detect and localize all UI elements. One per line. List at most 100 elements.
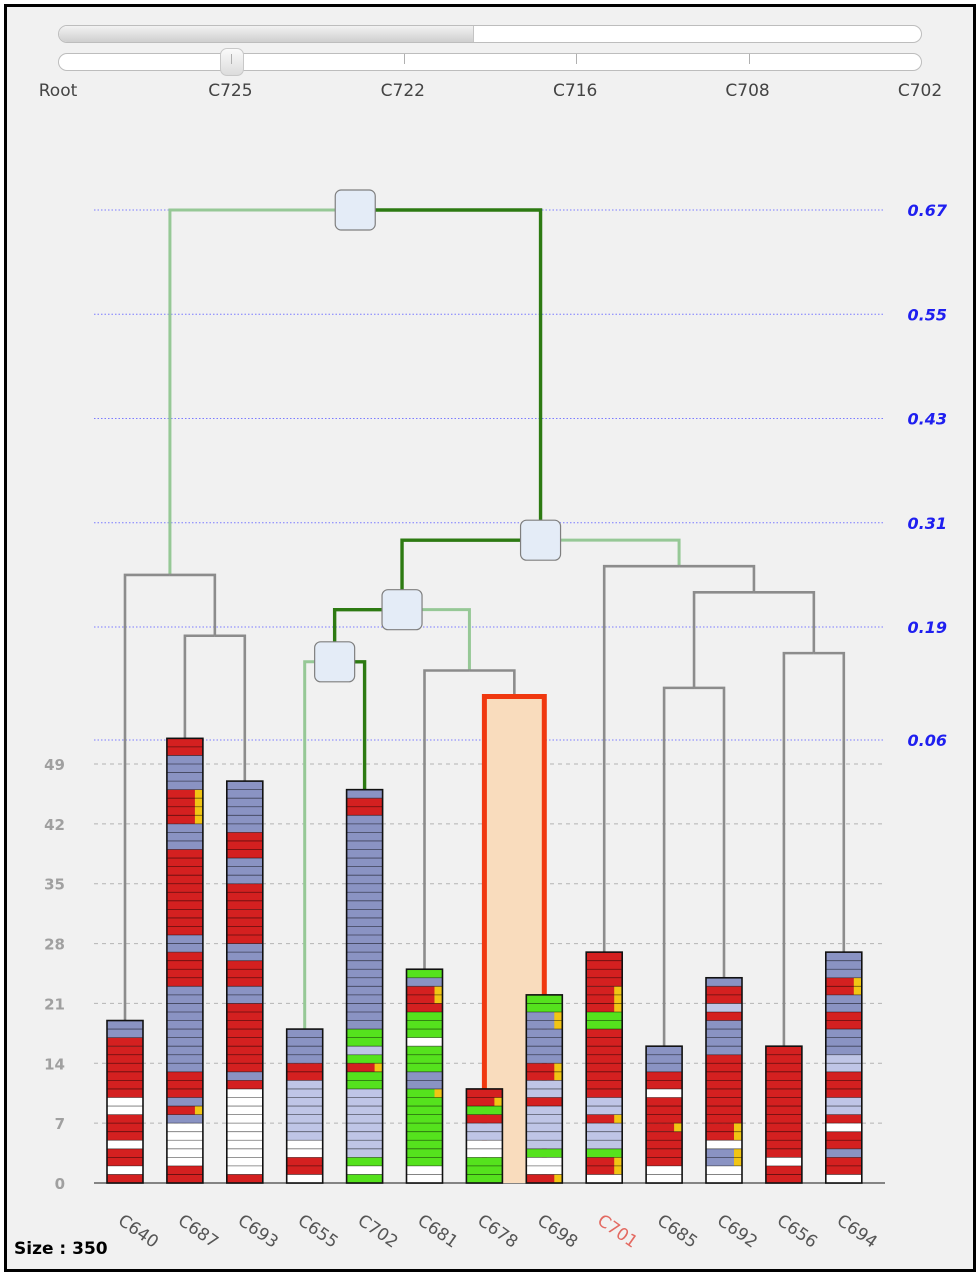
cluster-band bbox=[166, 1097, 203, 1107]
cluster-band bbox=[825, 1029, 862, 1055]
cluster-band bbox=[406, 977, 443, 987]
cluster-band-flag bbox=[434, 1088, 443, 1098]
cluster-bar-c640 bbox=[106, 1019, 144, 1184]
cluster-bar-c681 bbox=[405, 968, 444, 1184]
cluster-label-c685: C685 bbox=[653, 1211, 701, 1253]
cluster-band bbox=[526, 1148, 563, 1158]
slider-label-c722[interactable]: C722 bbox=[380, 81, 425, 101]
cluster-band bbox=[466, 1114, 503, 1124]
cluster-bar-c685 bbox=[645, 1045, 683, 1184]
cluster-label-c681: C681 bbox=[414, 1211, 462, 1253]
cluster-band bbox=[406, 1088, 443, 1098]
merge-node-c725 bbox=[334, 189, 376, 231]
cluster-band bbox=[346, 789, 383, 799]
dendrogram-branch bbox=[214, 634, 247, 782]
cluster-bar-c655 bbox=[285, 1028, 324, 1184]
node-layer bbox=[314, 189, 562, 683]
cluster-bar-outline bbox=[166, 737, 204, 1184]
cluster-band bbox=[526, 1097, 563, 1107]
level-slider-thumb[interactable] bbox=[220, 48, 245, 76]
cluster-band bbox=[166, 1114, 203, 1124]
dendrogram-branch bbox=[694, 686, 726, 978]
cluster-label-c656: C656 bbox=[773, 1211, 821, 1253]
slider-label-c708[interactable]: C708 bbox=[725, 81, 770, 101]
cluster-band bbox=[226, 960, 263, 987]
cluster-band-flag bbox=[614, 986, 623, 1012]
merge-node-c708 bbox=[314, 641, 356, 683]
cluster-band bbox=[166, 1071, 203, 1098]
cluster-bar-c698 bbox=[525, 994, 564, 1184]
cluster-band-flag bbox=[194, 1106, 203, 1115]
cluster-band bbox=[646, 1097, 683, 1124]
dendrogram-branch bbox=[692, 590, 754, 688]
cluster-label-c640: C640 bbox=[114, 1211, 162, 1253]
cluster-band bbox=[825, 1071, 862, 1098]
cluster-band bbox=[226, 883, 263, 910]
cluster-band bbox=[226, 832, 263, 859]
dendrogram-branch bbox=[540, 538, 681, 567]
cluster-band bbox=[346, 815, 383, 1030]
cluster-bar-c693 bbox=[226, 780, 264, 1184]
cluster-label-c693: C693 bbox=[234, 1211, 282, 1253]
cluster-band bbox=[825, 1123, 862, 1132]
cluster-band bbox=[286, 1080, 323, 1141]
similarity-tick-label: 0.43 bbox=[908, 410, 947, 429]
dendrogram-branch bbox=[355, 208, 543, 541]
cluster-band bbox=[646, 1123, 683, 1132]
cluster-band bbox=[406, 1003, 443, 1012]
cluster-bar-outline bbox=[106, 1019, 144, 1184]
cluster-band bbox=[526, 1174, 563, 1183]
level-slider[interactable] bbox=[58, 48, 922, 76]
dendrogram-branch bbox=[782, 651, 814, 1047]
cluster-bar-c692 bbox=[705, 976, 743, 1184]
cluster-band bbox=[825, 1174, 862, 1183]
dendrogram-branch bbox=[402, 608, 471, 671]
cluster-bar-outline bbox=[765, 1045, 803, 1184]
slider-label-c716[interactable]: C716 bbox=[553, 81, 598, 101]
cluster-label-c694: C694 bbox=[833, 1211, 881, 1253]
cluster-band bbox=[346, 1063, 383, 1072]
cluster-bar-c702 bbox=[345, 788, 384, 1184]
dendrogram-window: Root C725 C722 C716 C708 C702 0.67 0.55 0.43 0.3… bbox=[4, 4, 976, 1272]
cluster-band bbox=[706, 1011, 742, 1021]
cluster-bar-c687 bbox=[166, 737, 204, 1184]
cluster-band bbox=[765, 1157, 802, 1166]
cluster-band bbox=[346, 1046, 383, 1055]
dendrogram-branch bbox=[183, 634, 215, 739]
cluster-band bbox=[466, 1097, 503, 1107]
count-tick-label: 14 bbox=[44, 1055, 65, 1073]
similarity-tick-label: 0.19 bbox=[908, 618, 947, 637]
cluster-bar-c678 bbox=[465, 1088, 504, 1184]
cluster-band bbox=[825, 1148, 862, 1158]
cluster-band bbox=[226, 858, 263, 884]
cluster-band-flag bbox=[614, 1114, 623, 1124]
dendrogram-chart: 0.67 0.55 0.43 0.31 0.19 0.06 0 7 14 21 28 35 42 49 C6… bbox=[44, 189, 948, 1253]
slider-tick bbox=[231, 54, 233, 64]
cluster-band bbox=[406, 1037, 443, 1047]
cluster-label-c687: C687 bbox=[174, 1211, 222, 1253]
cluster-label-c702: C702 bbox=[354, 1211, 402, 1253]
cluster-band bbox=[107, 1140, 143, 1149]
size-label: Size : 350 bbox=[14, 1239, 108, 1259]
cluster-bar-outline bbox=[285, 1028, 324, 1184]
cluster-band bbox=[346, 1174, 383, 1183]
cluster-band bbox=[226, 1174, 263, 1183]
dendrogram-branch bbox=[662, 686, 695, 1047]
slider-label-c702[interactable]: C702 bbox=[897, 81, 943, 101]
similarity-tick-label: 0.67 bbox=[908, 201, 948, 220]
count-tick-label: 7 bbox=[55, 1115, 65, 1133]
cluster-band bbox=[586, 1114, 623, 1124]
cluster-band bbox=[226, 1080, 263, 1089]
count-tick-label: 49 bbox=[44, 756, 65, 774]
cluster-band bbox=[706, 1003, 742, 1012]
count-tick-label: 0 bbox=[55, 1175, 65, 1193]
slider-label-c725[interactable]: C725 bbox=[208, 81, 253, 101]
cluster-band-flag bbox=[494, 1097, 503, 1107]
slider-label-root[interactable]: Root bbox=[38, 81, 78, 101]
dendrogram-branch bbox=[753, 590, 816, 654]
cluster-band bbox=[226, 1071, 263, 1081]
merge-node-c716 bbox=[381, 589, 423, 631]
cluster-label-c655: C655 bbox=[294, 1211, 342, 1253]
dendrogram-branch bbox=[602, 564, 680, 953]
slider-tick bbox=[403, 54, 405, 64]
